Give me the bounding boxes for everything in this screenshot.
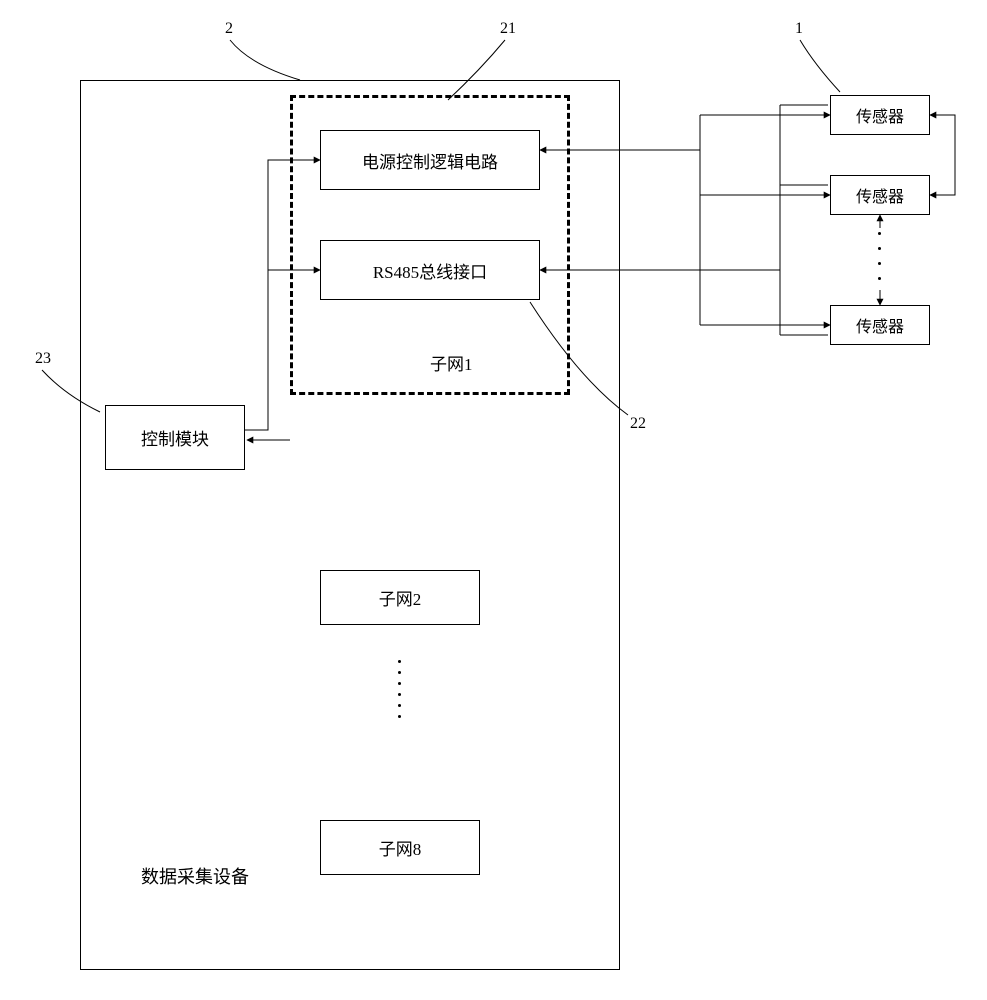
subnet2-label: 子网2: [379, 585, 422, 610]
data-collection-device-label: 数据采集设备: [141, 863, 249, 889]
sensor-chain-1: [930, 115, 955, 195]
subnet1-label: 子网1: [430, 350, 473, 375]
callout-22: 22: [630, 415, 646, 433]
sensor-mid-block: 传感器: [830, 175, 930, 215]
callout-1: 1: [795, 20, 803, 38]
leader-2: [230, 40, 300, 80]
sensor-mid-label: 传感器: [856, 183, 904, 207]
subnet8-label: 子网8: [379, 835, 422, 860]
control-module-block: 控制模块: [105, 405, 245, 470]
sensor-bot-label: 传感器: [856, 313, 904, 337]
rs485-label: RS485总线接口: [373, 258, 487, 283]
callout-23: 23: [35, 350, 51, 368]
sensor-top-label: 传感器: [856, 103, 904, 127]
vdots-sensors: [878, 232, 881, 280]
control-module-label: 控制模块: [141, 425, 209, 450]
callout-2: 2: [225, 20, 233, 38]
vdots-subnets: [398, 660, 401, 718]
leader-1: [800, 40, 840, 92]
rs485-block: RS485总线接口: [320, 240, 540, 300]
subnet2-block: 子网2: [320, 570, 480, 625]
sensor-top-block: 传感器: [830, 95, 930, 135]
power-logic-label: 电源控制逻辑电路: [362, 148, 498, 173]
subnet8-block: 子网8: [320, 820, 480, 875]
power-logic-block: 电源控制逻辑电路: [320, 130, 540, 190]
callout-21: 21: [500, 20, 516, 38]
sensor-bot-block: 传感器: [830, 305, 930, 345]
